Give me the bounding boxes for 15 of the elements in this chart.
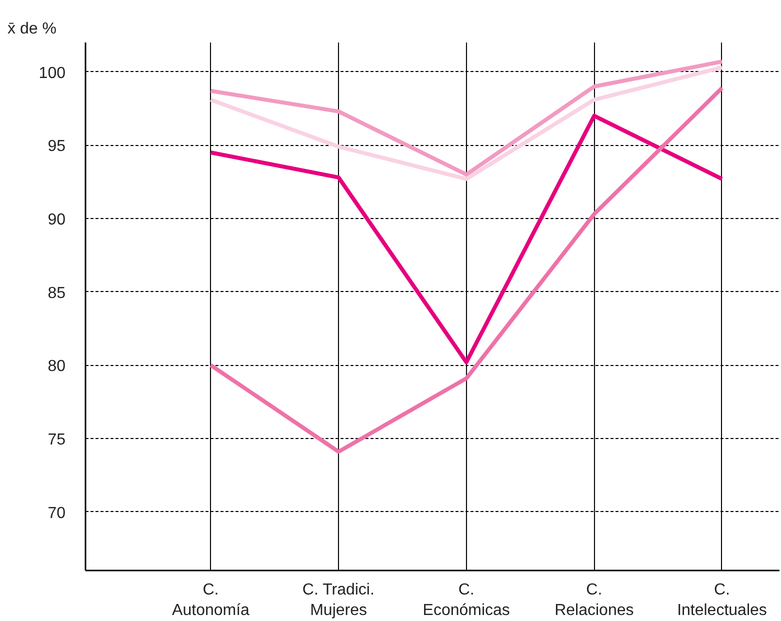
- y-tick-label: 85: [48, 284, 66, 302]
- y-tick-label: 70: [48, 504, 66, 522]
- y-tick-label: 90: [48, 212, 66, 228]
- y-tick-label: 100: [38, 64, 66, 82]
- line-series: [208, 86, 724, 454]
- x-tick-label: C. Autonomía: [172, 582, 250, 619]
- y-tick-label: 95: [48, 138, 66, 156]
- x-tick-label: C. Económicas: [422, 582, 510, 619]
- x-tick-label: C. Tradici. Mujeres: [302, 582, 374, 619]
- y-tick-label: 75: [48, 432, 66, 448]
- line-series: [208, 114, 724, 364]
- y-axis-title: x̄ de %: [8, 20, 56, 38]
- y-tick-label: 80: [48, 358, 66, 376]
- x-tick-label: C. Intelectuales: [677, 582, 767, 619]
- x-tick-label: C. Relaciones: [554, 582, 634, 619]
